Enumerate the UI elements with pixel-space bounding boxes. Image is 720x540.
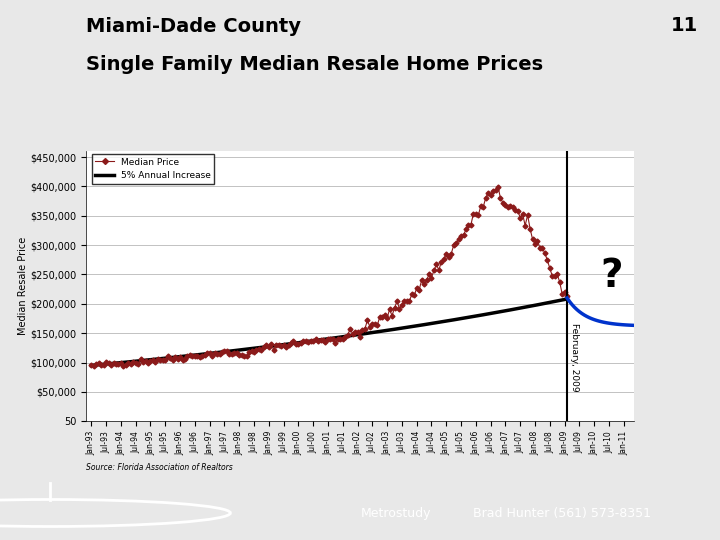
Text: Source: Florida Association of Realtors: Source: Florida Association of Realtors bbox=[86, 463, 233, 472]
5% Annual Increase bbox=[333, 334, 342, 341]
Median Price bbox=[336, 335, 345, 342]
Median Price bbox=[134, 361, 143, 367]
Text: Single Family Median Resale Home Prices: Single Family Median Resale Home Prices bbox=[86, 55, 544, 74]
Y-axis label: Median Resale Price: Median Resale Price bbox=[18, 237, 27, 335]
Median Price bbox=[188, 353, 197, 359]
Text: Metrostudy: Metrostudy bbox=[361, 507, 431, 519]
Line: 5% Annual Increase: 5% Annual Increase bbox=[91, 299, 567, 366]
Median Price bbox=[563, 293, 572, 299]
5% Annual Increase bbox=[186, 353, 194, 359]
Median Price bbox=[494, 183, 503, 190]
Line: Median Price: Median Price bbox=[89, 185, 569, 368]
Text: Brad Hunter (561) 573-8351: Brad Hunter (561) 573-8351 bbox=[472, 507, 651, 519]
Text: ?: ? bbox=[600, 256, 623, 295]
5% Annual Increase bbox=[563, 296, 572, 302]
5% Annual Increase bbox=[87, 362, 96, 369]
Text: Miami-Dade County: Miami-Dade County bbox=[86, 17, 302, 36]
Median Price bbox=[472, 211, 480, 217]
5% Annual Increase bbox=[311, 338, 320, 344]
Median Price bbox=[119, 362, 127, 369]
Median Price bbox=[314, 338, 323, 345]
Text: 11: 11 bbox=[671, 16, 698, 35]
5% Annual Increase bbox=[469, 313, 477, 320]
5% Annual Increase bbox=[454, 316, 463, 322]
5% Annual Increase bbox=[131, 358, 140, 365]
Median Price bbox=[456, 233, 465, 239]
Median Price bbox=[87, 361, 96, 368]
Legend: Median Price, 5% Annual Increase: Median Price, 5% Annual Increase bbox=[92, 154, 215, 184]
Text: February, 2009: February, 2009 bbox=[570, 323, 578, 392]
